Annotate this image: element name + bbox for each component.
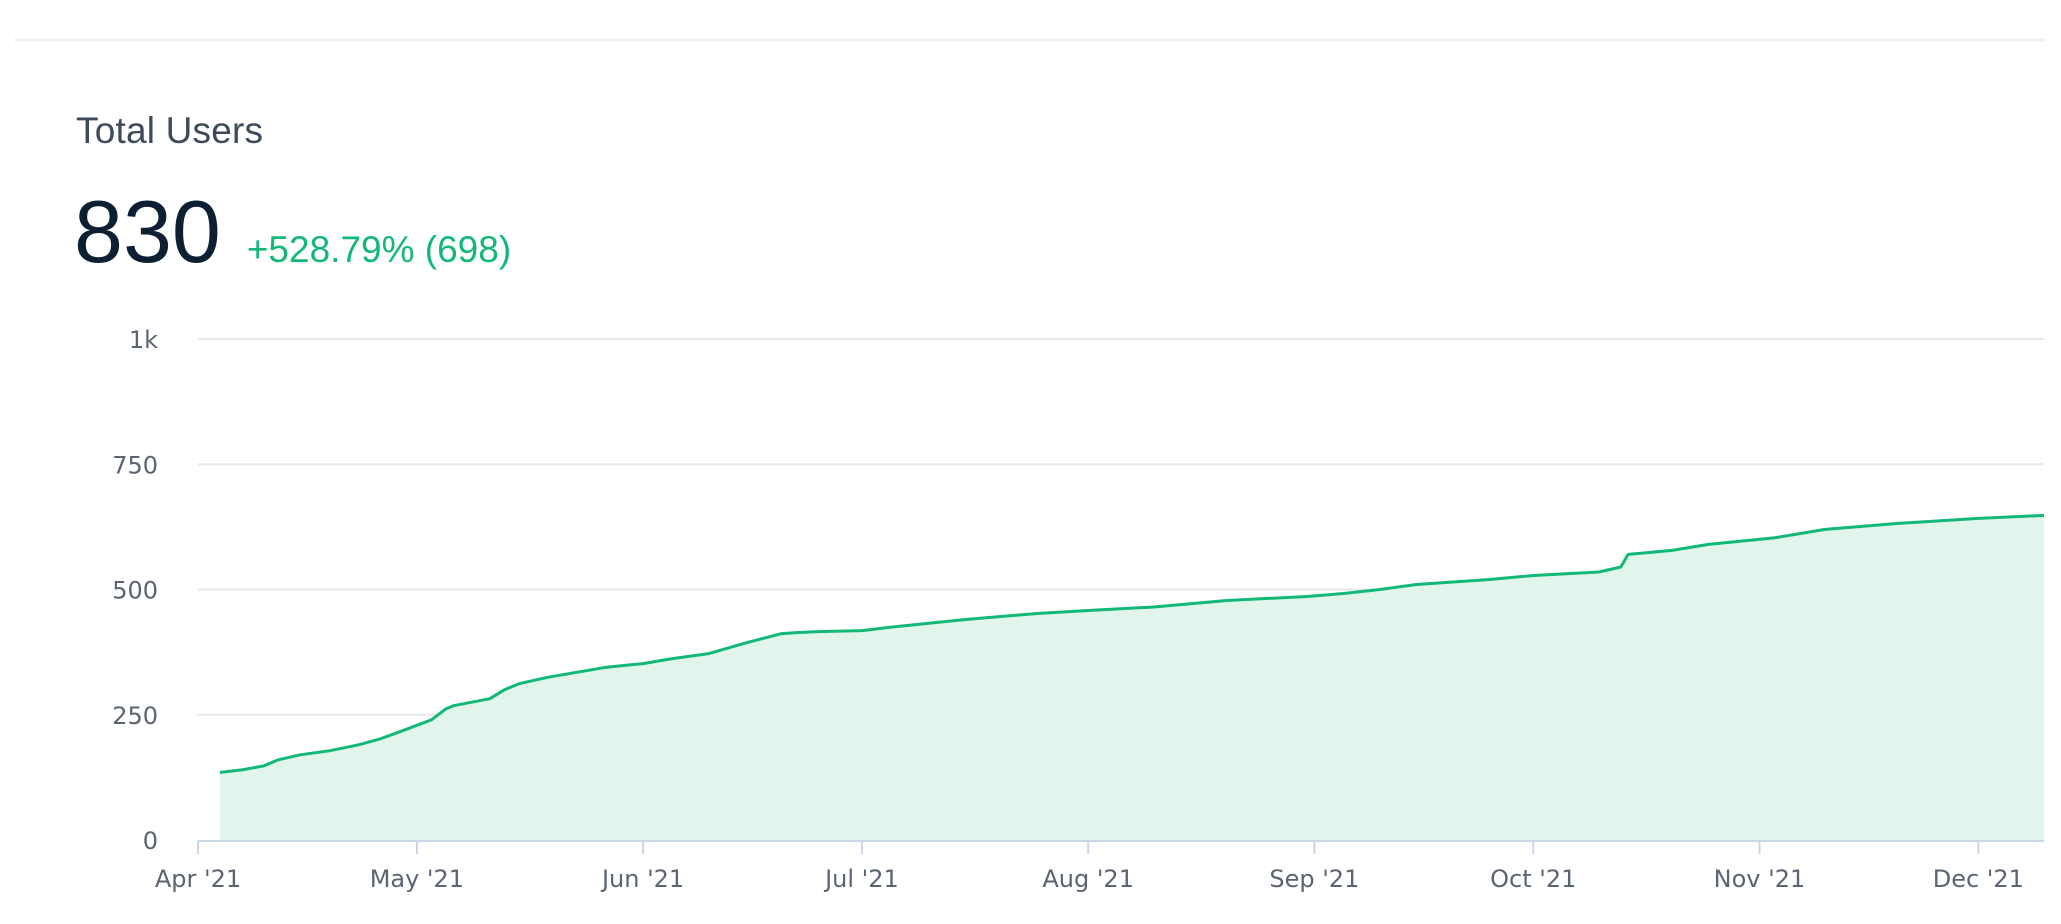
y-tick-label: 1k xyxy=(129,326,158,354)
metric-change: +528.79% (698) xyxy=(246,229,512,270)
users-line xyxy=(219,513,2045,774)
x-tick-label: Aug '21 xyxy=(1042,865,1134,893)
x-tick-label: Nov '21 xyxy=(1714,865,1806,893)
x-axis-labels: Apr '21 May '21 Jun '21 Jul '21 Aug '21 Sep '… xyxy=(155,865,2024,893)
y-tick-label: 0 xyxy=(143,827,158,855)
y-tick-label: 750 xyxy=(112,451,158,479)
x-tick-label: Oct '21 xyxy=(1490,865,1576,893)
metric-row: 830 +528.79% (698) xyxy=(74,188,511,276)
y-tick-label: 250 xyxy=(112,702,158,730)
y-axis-labels: 0 250 500 750 1k xyxy=(112,326,158,855)
x-axis xyxy=(197,840,2044,854)
card-title: Total Users xyxy=(76,110,264,151)
x-tick-label: Apr '21 xyxy=(155,865,241,893)
x-tick-label: Jul '21 xyxy=(823,865,899,893)
x-tick-label: Sep '21 xyxy=(1269,865,1359,893)
top-divider xyxy=(14,39,2044,41)
x-tick-label: Jun '21 xyxy=(600,865,684,893)
users-area xyxy=(219,515,2044,840)
x-tick-label: May '21 xyxy=(370,865,464,893)
x-tick-label: Dec '21 xyxy=(1933,865,2024,893)
metric-value: 830 xyxy=(74,182,221,281)
y-tick-label: 500 xyxy=(112,577,158,605)
